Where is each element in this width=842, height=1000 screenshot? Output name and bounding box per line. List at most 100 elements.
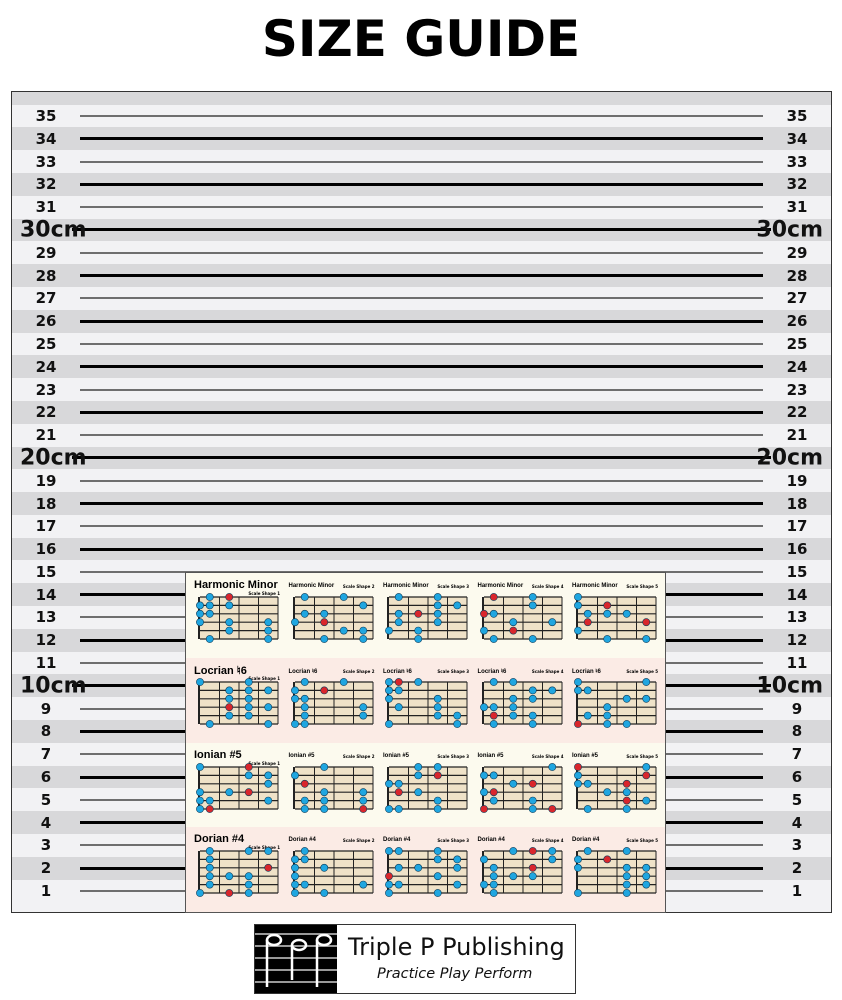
ruler-label-left: 7 [40, 745, 52, 764]
ruler-line [80, 434, 763, 437]
ruler-label-right: 1 [791, 882, 803, 900]
note-dot [433, 872, 442, 881]
ruler-line [80, 182, 763, 186]
scale-shape-label: Scale Shape 3 [437, 838, 469, 844]
note-dot [300, 719, 309, 728]
diagram-title: Harmonic Minor [383, 583, 429, 589]
note-dot [225, 711, 234, 720]
note-dot [528, 796, 537, 804]
scale-shape-label: Scale Shape 5 [626, 584, 658, 589]
ruler-label-right: 23 [786, 380, 808, 399]
note-dot [196, 677, 204, 686]
note-dot [603, 703, 612, 711]
ruler-line [80, 206, 763, 209]
fretboard-diagram: Dorian #4 Scale Shape 3 [383, 837, 469, 907]
note-dot [394, 618, 403, 627]
ruler-label-left: 34 [35, 129, 57, 148]
note-dot [244, 872, 253, 881]
fretboard-diagram: Locrian ♮6 Scale Shape 3 [383, 668, 469, 738]
scale-shape-label: Scale Shape 1 [248, 675, 280, 681]
root-note-dot [622, 779, 631, 788]
ruler-label-right: 24 [786, 357, 808, 376]
scale-shape-label: Scale Shape 3 [437, 584, 469, 589]
note-dot [319, 787, 328, 796]
ruler-label-left: 9 [40, 699, 52, 718]
note-dot [196, 762, 204, 771]
note-dot [319, 635, 328, 643]
scale-shape-label: Scale Shape 4 [531, 584, 564, 589]
note-dot [290, 770, 299, 779]
note-dot [319, 889, 328, 898]
ruler-line [80, 479, 763, 482]
fretboard-diagram: Dorian #4 Scale Shape 2 [289, 837, 375, 907]
ruler-label-right: 21 [786, 426, 808, 445]
ruler-label-left: 4 [40, 813, 52, 832]
note-dot [394, 864, 403, 872]
note-dot [300, 804, 309, 813]
ruler-label-right: 9 [791, 699, 803, 718]
ruler-label-right: 2 [791, 859, 803, 878]
ruler-label-left: 32 [35, 175, 57, 194]
ruler-label-left: 14 [35, 585, 57, 604]
root-note-dot [528, 847, 537, 856]
ruler-label-left: 23 [35, 380, 57, 399]
note-dot [300, 847, 309, 856]
ruler-label-left: 16 [35, 540, 57, 559]
note-dot [574, 593, 582, 601]
note-dot [547, 686, 556, 695]
note-dot [583, 609, 592, 618]
ruler-label-left: 27 [35, 289, 57, 308]
root-note-dot [583, 618, 592, 627]
note-dot [489, 872, 498, 881]
note-dot [385, 719, 393, 728]
note-dot [244, 677, 253, 686]
diagram-title: Dorian #4 [477, 837, 505, 844]
root-note-dot [603, 601, 612, 610]
scale-shape-label: Scale Shape 2 [342, 668, 375, 674]
ruler-line [80, 342, 763, 345]
ruler-line [80, 410, 763, 414]
ruler-label-left: 13 [35, 608, 57, 627]
diagram-title: Ionian #5 [383, 752, 410, 759]
ruler-label-right: 17 [786, 517, 808, 536]
note-dot [300, 677, 309, 686]
note-dot [394, 609, 403, 618]
note-dot [205, 864, 214, 872]
ruler-label-left: 31 [35, 198, 57, 217]
note-dot [225, 686, 234, 695]
note-dot [264, 847, 273, 856]
note-dot [433, 804, 442, 813]
scale-shape-label: Scale Shape 5 [626, 838, 658, 844]
root-note-dot [603, 855, 612, 864]
ruler-label-right: 25 [786, 334, 808, 353]
ruler-line [80, 137, 763, 141]
ruler-label-right: 7 [791, 745, 803, 764]
note-dot [642, 635, 651, 643]
note-dot [642, 677, 651, 686]
fretboard-diagram: Harmonic Minor Scale Shape 5 [572, 583, 658, 653]
diagram-title: Dorian #4 [572, 837, 600, 844]
fretboard-diagram: Harmonic Minor Scale Shape 1 [194, 579, 280, 653]
publisher-name: Triple P Publishing [348, 933, 565, 961]
ruler-label-left: 12 [35, 631, 57, 650]
ruler-label-right: 28 [786, 266, 808, 285]
note-dot [290, 618, 299, 627]
note-dot [489, 609, 498, 618]
note-dot [300, 593, 309, 601]
root-note-dot [394, 787, 403, 796]
scale-shape-label: Scale Shape 5 [626, 753, 658, 759]
root-note-dot [225, 889, 234, 898]
fretboard-diagram: Locrian ♮6 Scale Shape 5 [572, 668, 658, 738]
note-dot [205, 593, 214, 601]
note-dot [225, 601, 234, 610]
note-dot [394, 593, 403, 601]
note-dot [489, 880, 498, 889]
note-dot [385, 677, 393, 686]
ruler-label-left: 30cm [20, 217, 87, 243]
ruler-label-left: 33 [35, 152, 57, 171]
note-dot [574, 864, 582, 872]
scale-shape-label: Scale Shape 2 [342, 838, 375, 844]
fretboard-diagram: Harmonic Minor Scale Shape 3 [383, 583, 469, 653]
ruler-major-line [72, 456, 771, 460]
ruler-label-right: 13 [786, 608, 808, 627]
